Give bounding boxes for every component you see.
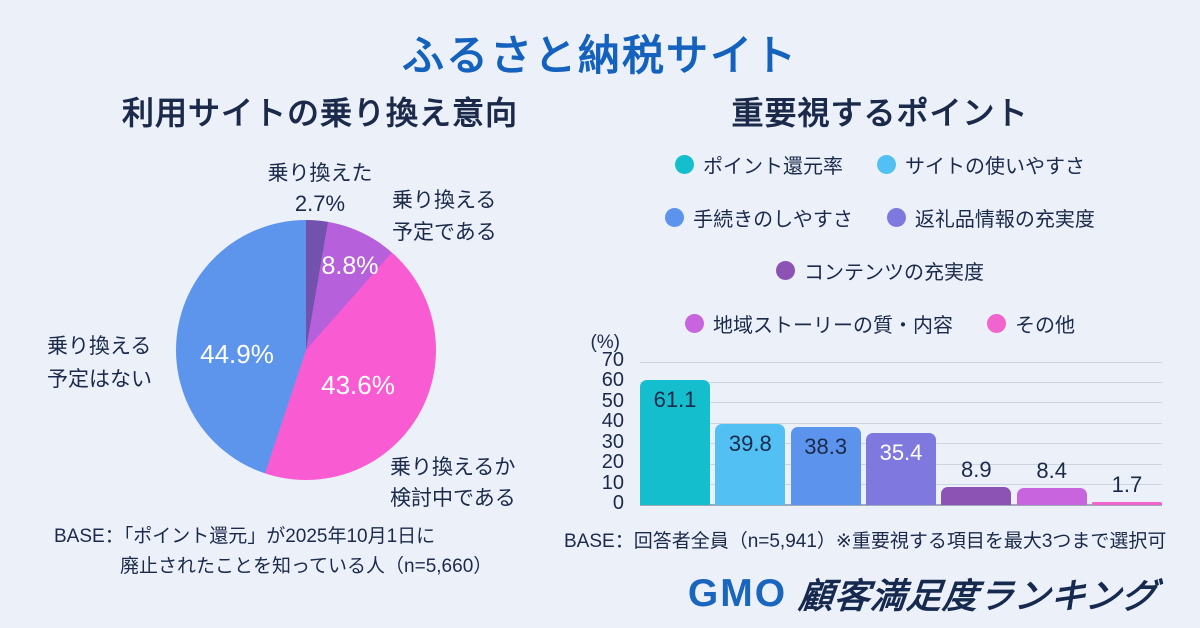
bar-value-label: 61.1 — [653, 387, 697, 413]
legend-label: コンテンツの充実度 — [804, 262, 984, 284]
legend-dot — [877, 155, 896, 174]
bar-value-label: 38.3 — [804, 433, 848, 459]
legend-item: ポイント還元率 — [675, 150, 843, 179]
bar — [941, 486, 1012, 505]
legend-row: ポイント還元率 サイトの使いやすさ — [560, 150, 1200, 179]
legend-label: その他 — [1015, 315, 1075, 337]
pie-label-no-plan: 乗り換える 予定はない — [47, 330, 152, 396]
legend-item: 返礼品情報の充実度 — [886, 203, 1095, 232]
grid-line — [640, 422, 1162, 424]
y-tick-label: 0 — [612, 492, 624, 514]
y-tick-label: 60 — [601, 369, 624, 392]
legend-label: 手続きのしやすさ — [693, 209, 853, 231]
pie-base-note: BASE：「ポイント還元」が2025年10月1日に 廃止されたことを知っている人… — [54, 522, 492, 582]
pie-label-line: 検討中である — [390, 487, 516, 510]
legend-label: サイトの使いやすさ — [905, 156, 1085, 178]
pie-label-line: 乗り換える — [47, 335, 152, 358]
pie-label-line: 乗り換えた — [267, 162, 373, 185]
y-tick-label: 30 — [601, 430, 624, 453]
bar — [790, 426, 861, 505]
bar-chart-legend: ポイント還元率 サイトの使いやすさ手続きのしやすさ 返礼品情報の充実度コンテンツの充… — [560, 150, 1200, 338]
bar — [640, 380, 711, 505]
pie-label-plan-to-switch: 乗り換える 予定である — [392, 185, 497, 249]
legend-dot — [987, 314, 1006, 333]
grid-line — [640, 463, 1162, 465]
legend-dot — [886, 208, 906, 227]
pie-chart — [176, 220, 436, 480]
grid-line — [640, 402, 1162, 404]
legend-label: 返礼品情報の充実度 — [914, 209, 1095, 231]
grid-line — [640, 361, 1162, 363]
legend-item: サイトの使いやすさ — [877, 150, 1085, 179]
bar-value-label: 35.4 — [879, 439, 923, 465]
grid-line — [640, 443, 1162, 445]
pie-label-considering: 乗り換えるか 検討中である — [390, 452, 516, 514]
y-tick-label: 50 — [601, 389, 624, 412]
pie-value-switched: 2.7% — [294, 191, 346, 216]
y-tick-label: 10 — [601, 471, 624, 494]
legend-item: コンテンツの充実度 — [776, 256, 984, 285]
pie-value-no-plan: 44.9% — [200, 339, 274, 369]
legend-label: ポイント還元率 — [703, 156, 843, 178]
legend-item: 手続きのしやすさ — [665, 203, 853, 232]
grid-line — [640, 484, 1162, 486]
y-tick-label: 20 — [601, 451, 624, 474]
legend-dot — [776, 261, 795, 280]
bar-value-label: 8.4 — [1036, 457, 1067, 483]
bar — [865, 432, 936, 505]
y-tick-label: 70 — [601, 349, 624, 371]
bar-value-label: 39.8 — [728, 430, 772, 456]
grid-line — [640, 381, 1162, 383]
pie-label-line: 乗り換える — [392, 189, 497, 212]
gmo-logo: GMO 顧客満足度ランキング — [687, 568, 1160, 619]
y-tick-label: 40 — [601, 410, 624, 433]
pie-value-plan-to-switch: 8.8% — [321, 252, 379, 280]
grid-line — [640, 504, 1162, 506]
pie-label-line: 予定はない — [47, 368, 152, 391]
bar — [1091, 501, 1162, 505]
legend-dot — [685, 314, 704, 333]
legend-item: 地域ストーリーの質・内容 — [685, 309, 953, 338]
pie-chart-title: 利用サイトの乗り換え意向 — [121, 95, 518, 131]
pie-value-considering: 43.6% — [321, 370, 395, 400]
bar-value-label: 1.7 — [1111, 471, 1143, 497]
pie-label-line: 乗り換えるか — [390, 456, 516, 479]
legend-row: 手続きのしやすさ 返礼品情報の充実度 — [560, 203, 1200, 232]
gmo-logo-mark: GMO — [687, 571, 788, 615]
bar — [715, 423, 786, 505]
legend-label: 地域ストーリーの質・内容 — [713, 315, 953, 337]
legend-item: その他 — [987, 309, 1075, 338]
legend-row: 地域ストーリーの質・内容 その他 — [560, 309, 1200, 338]
base-note-line: BASE：「ポイント還元」が2025年10月1日に — [54, 526, 436, 547]
legend-dot — [675, 155, 694, 174]
bar-base-note: BASE：回答者全員（n=5,941）※重要視する項目を最大3つまで選択可 — [564, 531, 1167, 552]
legend-dot — [665, 208, 685, 227]
bar — [1016, 487, 1087, 505]
pie-label-switched: 乗り換えた — [230, 157, 410, 187]
bar-value-label: 8.9 — [961, 456, 992, 482]
bar-chart-title: 重要視するポイント — [731, 95, 1029, 131]
page-title: ふるさと納税サイト — [401, 32, 798, 79]
pie-label-line: 予定である — [392, 221, 497, 244]
gmo-logo-text: 顧客満足度ランキング — [796, 577, 1160, 616]
base-note-line: 廃止されたことを知っている人（n=5,660） — [120, 556, 493, 577]
legend-row: コンテンツの充実度 — [560, 256, 1200, 285]
